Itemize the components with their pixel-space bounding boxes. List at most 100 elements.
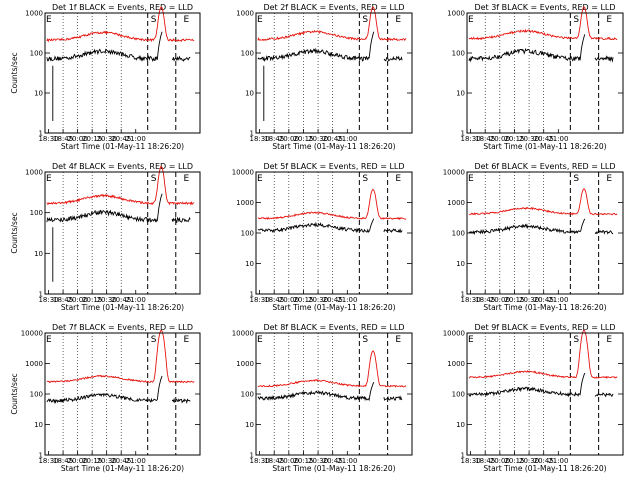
events-series-line	[46, 193, 191, 282]
marker-label-start: E	[46, 15, 52, 25]
x-tick-label: 20:30	[308, 135, 328, 143]
x-tick-label: 21:00	[548, 135, 568, 143]
y-tick-label: 100	[452, 50, 465, 58]
y-tick-label: 1	[39, 452, 43, 460]
y-tick-label: 1000	[236, 10, 254, 18]
x-tick-label: 20:15	[82, 457, 102, 465]
x-tick-label: 20:00	[279, 135, 299, 143]
x-tick-label: 20:00	[68, 296, 88, 304]
x-tick-label: 20:15	[293, 457, 313, 465]
marker-label-end: E	[606, 174, 612, 184]
x-tick-label: 20:15	[293, 296, 313, 304]
panel-title: Det 9f BLACK = Events, RED = LLD	[474, 323, 615, 332]
x-tick-label: 18:30	[38, 135, 58, 143]
panel-title: Det 1f BLACK = Events, RED = LLD	[52, 3, 193, 12]
y-tick-label: 100	[452, 230, 465, 238]
x-tick-label: 20:00	[490, 135, 510, 143]
marker-label-peak: S	[362, 15, 368, 25]
x-tick-label: 20:45	[323, 296, 343, 304]
marker-label-peak: S	[362, 174, 368, 184]
x-tick-label: 18:45	[53, 296, 73, 304]
marker-label-start: E	[257, 15, 263, 25]
y-tick-label: 1	[250, 291, 254, 299]
x-tick-label: 18:45	[475, 135, 495, 143]
x-tick-label: 20:45	[323, 135, 343, 143]
x-tick-label: 20:15	[82, 135, 102, 143]
y-tick-label: 10	[245, 421, 254, 429]
marker-label-start: E	[46, 174, 52, 184]
x-tick-label: 18:45	[264, 296, 284, 304]
x-tick-label: 18:45	[475, 296, 495, 304]
events-series-line	[468, 372, 614, 398]
y-tick-label: 10000	[232, 330, 254, 338]
panel-title: Det 6f BLACK = Events, RED = LLD	[474, 162, 615, 171]
x-tick-label: 20:45	[111, 296, 131, 304]
y-tick-label: 100	[30, 50, 43, 58]
y-tick-label: 1	[250, 452, 254, 460]
events-series-line	[46, 31, 191, 121]
x-tick-label: 21:00	[548, 296, 568, 304]
x-tick-label: 21:00	[337, 296, 357, 304]
marker-label-start: E	[46, 335, 52, 345]
y-tick-label: 100	[241, 391, 254, 399]
marker-label-end: E	[184, 335, 190, 345]
x-tick-label: 21:00	[548, 457, 568, 465]
x-tick-label: 18:30	[38, 296, 58, 304]
y-tick-label: 1000	[236, 199, 254, 207]
y-tick-label: 100	[30, 209, 43, 217]
y-tick-label: 10	[456, 421, 465, 429]
y-tick-label: 10	[34, 90, 43, 98]
lld-series-line	[257, 350, 407, 388]
x-tick-label: 18:30	[460, 296, 480, 304]
x-tick-label: 18:30	[38, 457, 58, 465]
x-tick-label: 20:15	[504, 135, 524, 143]
y-tick-label: 10	[456, 90, 465, 98]
y-tick-label: 10000	[443, 169, 465, 177]
y-tick-label: 10	[456, 260, 465, 268]
y-tick-label: 1	[461, 452, 465, 460]
y-tick-label: 10000	[443, 330, 465, 338]
y-tick-label: 10	[34, 421, 43, 429]
marker-label-end: E	[606, 15, 612, 25]
x-tick-label: 20:00	[490, 457, 510, 465]
events-series-line	[257, 31, 403, 121]
x-tick-label: 20:45	[111, 457, 131, 465]
y-tick-label: 100	[241, 50, 254, 58]
x-tick-label: 21:00	[126, 135, 146, 143]
x-tick-label: 20:15	[293, 135, 313, 143]
y-tick-label: 1	[461, 130, 465, 138]
x-tick-label: 18:30	[460, 457, 480, 465]
y-tick-label: 1000	[447, 360, 465, 368]
y-tick-label: 1000	[25, 169, 43, 177]
x-axis-label: Start Time (01-May-11 18:26:20)	[483, 464, 606, 473]
marker-label-start: E	[468, 174, 474, 184]
x-tick-label: 20:00	[490, 296, 510, 304]
x-axis-label: Start Time (01-May-11 18:26:20)	[483, 303, 606, 312]
x-tick-label: 20:45	[534, 135, 554, 143]
y-tick-label: 10000	[232, 169, 254, 177]
x-tick-label: 21:00	[126, 296, 146, 304]
panel-title: Det 4f BLACK = Events, RED = LLD	[52, 162, 193, 171]
lld-series-line	[468, 329, 618, 379]
marker-label-start: E	[257, 174, 263, 184]
y-tick-label: 1000	[25, 360, 43, 368]
plot-frame	[44, 12, 201, 134]
lld-series-line	[468, 6, 618, 41]
x-axis-label: Start Time (01-May-11 18:26:20)	[61, 303, 184, 312]
panel-title: Det 3f BLACK = Events, RED = LLD	[474, 3, 615, 12]
x-tick-label: 21:00	[337, 457, 357, 465]
y-tick-label: 1000	[447, 10, 465, 18]
x-tick-label: 20:45	[111, 135, 131, 143]
x-tick-label: 20:30	[97, 296, 117, 304]
panel-title: Det 5f BLACK = Events, RED = LLD	[263, 162, 404, 171]
x-axis-label: Start Time (01-May-11 18:26:20)	[272, 142, 395, 151]
y-tick-label: 10000	[21, 330, 43, 338]
x-tick-label: 20:45	[323, 457, 343, 465]
lld-series-line	[257, 6, 407, 42]
y-tick-label: 10	[34, 250, 43, 258]
lld-series-line	[468, 188, 618, 216]
